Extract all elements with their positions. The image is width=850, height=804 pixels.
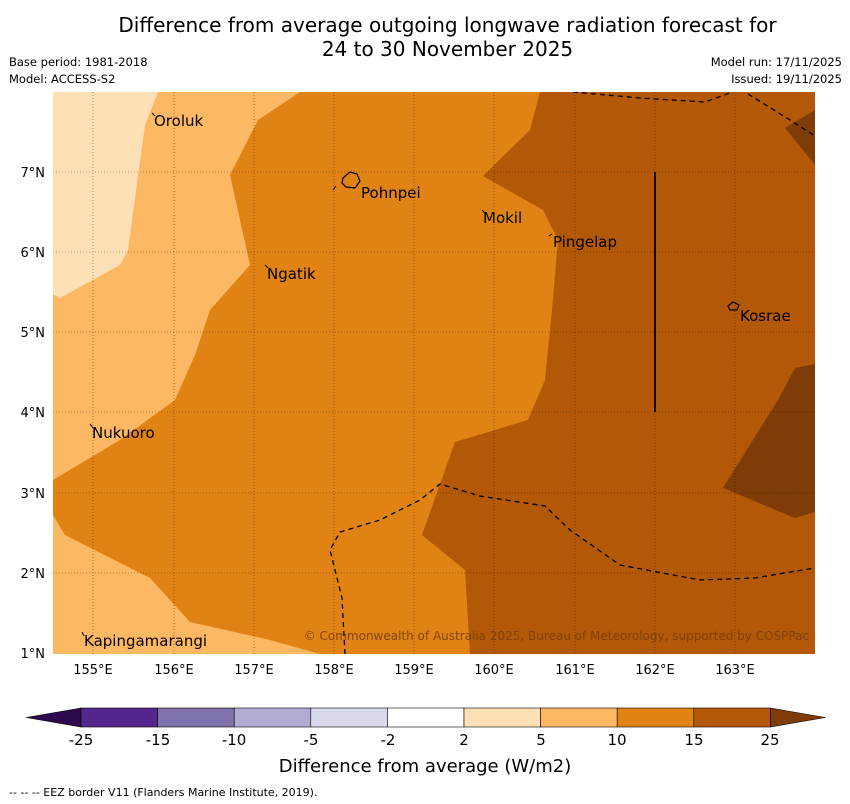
colorbar-tick: 10 — [607, 731, 626, 749]
lon-label: 161°E — [555, 663, 595, 678]
base-period: Base period: 1981-2018 — [9, 55, 148, 69]
chart-title: Difference from average outgoing longwav… — [0, 13, 850, 61]
lat-label: 2°N — [21, 567, 46, 582]
copyright-notice: © Commonwealth of Australia 2025, Bureau… — [304, 629, 809, 643]
colorbar-segment — [233, 707, 312, 728]
longitude-labels: 155°E 156°E 157°E 158°E 159°E 160°E 161°… — [73, 663, 755, 678]
colorbar-tick: 25 — [760, 731, 779, 749]
lon-label: 156°E — [154, 663, 194, 678]
colorbar-tick: -15 — [146, 731, 171, 749]
colorbar-segment — [540, 707, 618, 728]
lon-label: 157°E — [234, 663, 274, 678]
lon-label: 159°E — [394, 663, 434, 678]
pohnpei-islet — [332, 185, 337, 191]
place-labels: Oroluk Pohnpei Mokil Pingelap Ngatik Kos… — [84, 112, 791, 650]
issued-date: Issued: 19/11/2025 — [731, 72, 842, 86]
place-pohnpei: Pohnpei — [361, 184, 421, 202]
colorbar-tick: 15 — [684, 731, 703, 749]
colorbar-tick: -2 — [381, 731, 396, 749]
colorbar-segment — [616, 707, 695, 728]
lat-label: 1°N — [21, 647, 46, 662]
band-over-25-southeast — [723, 364, 815, 518]
band-2-5-northwest — [53, 92, 158, 298]
colorbar — [25, 707, 826, 728]
colorbar-segment — [157, 707, 235, 728]
title-line-2: 24 to 30 November 2025 — [321, 37, 574, 61]
model-name: Model: ACCESS-S2 — [9, 72, 116, 86]
colorbar-tick: 5 — [536, 731, 546, 749]
band-5-10-southwest — [53, 515, 320, 654]
place-oroluk: Oroluk — [154, 112, 203, 130]
place-kapingamarangi: Kapingamarangi — [84, 632, 207, 650]
band-over-25-northeast — [785, 110, 815, 165]
lon-label: 162°E — [635, 663, 675, 678]
lon-label: 163°E — [715, 663, 755, 678]
place-nukuoro: Nukuoro — [92, 424, 155, 442]
colorbar-ticks: -25 -15 -10 -5 -2 2 5 10 15 25 — [69, 731, 780, 749]
pohnpei-island-outline — [341, 171, 361, 189]
lat-label: 5°N — [21, 326, 46, 341]
kosrae-island-outline — [727, 301, 740, 311]
lat-label: 4°N — [21, 406, 46, 421]
colorbar-segment — [80, 707, 158, 728]
lon-label: 158°E — [314, 663, 354, 678]
place-kosrae: Kosrae — [740, 307, 791, 325]
colorbar-segment — [310, 707, 388, 728]
lon-label: 155°E — [73, 663, 113, 678]
place-mokil: Mokil — [483, 209, 522, 227]
place-pingelap: Pingelap — [553, 233, 617, 251]
title-line-1: Difference from average outgoing longwav… — [118, 13, 777, 37]
colorbar-tick: 2 — [459, 731, 469, 749]
colorbar-extend-low — [25, 707, 82, 728]
lon-label: 160°E — [474, 663, 514, 678]
latitude-labels: 1°N 2°N 3°N 4°N 5°N 6°N 7°N — [21, 166, 46, 662]
eez-border — [329, 92, 815, 654]
lat-label: 7°N — [21, 166, 46, 181]
colorbar-tick: -5 — [304, 731, 319, 749]
colorbar-label: Difference from average (W/m2) — [279, 756, 571, 777]
meta-left: Base period: 1981-2018 Model: ACCESS-S2 — [9, 54, 148, 88]
lat-label: 3°N — [21, 487, 46, 502]
band-15-25-east — [422, 92, 815, 654]
graticule — [53, 92, 815, 654]
model-run: Model run: 17/11/2025 — [710, 55, 842, 69]
colorbar-tick: -25 — [69, 731, 94, 749]
place-ngatik: Ngatik — [267, 265, 316, 283]
colorbar-segment — [693, 707, 771, 728]
map-area: © Commonwealth of Australia 2025, Bureau… — [53, 92, 815, 654]
meta-right: Model run: 17/11/2025 Issued: 19/11/2025 — [711, 54, 842, 88]
eez-footnote: -- -- -- EEZ border V11 (Flanders Marine… — [9, 786, 318, 799]
colorbar-tick: -10 — [222, 731, 247, 749]
place-markers — [81, 112, 553, 637]
lat-label: 6°N — [21, 246, 46, 261]
colorbar-extend-high — [770, 707, 826, 728]
colorbar-segment — [463, 707, 541, 728]
colorbar-segment — [387, 707, 465, 728]
